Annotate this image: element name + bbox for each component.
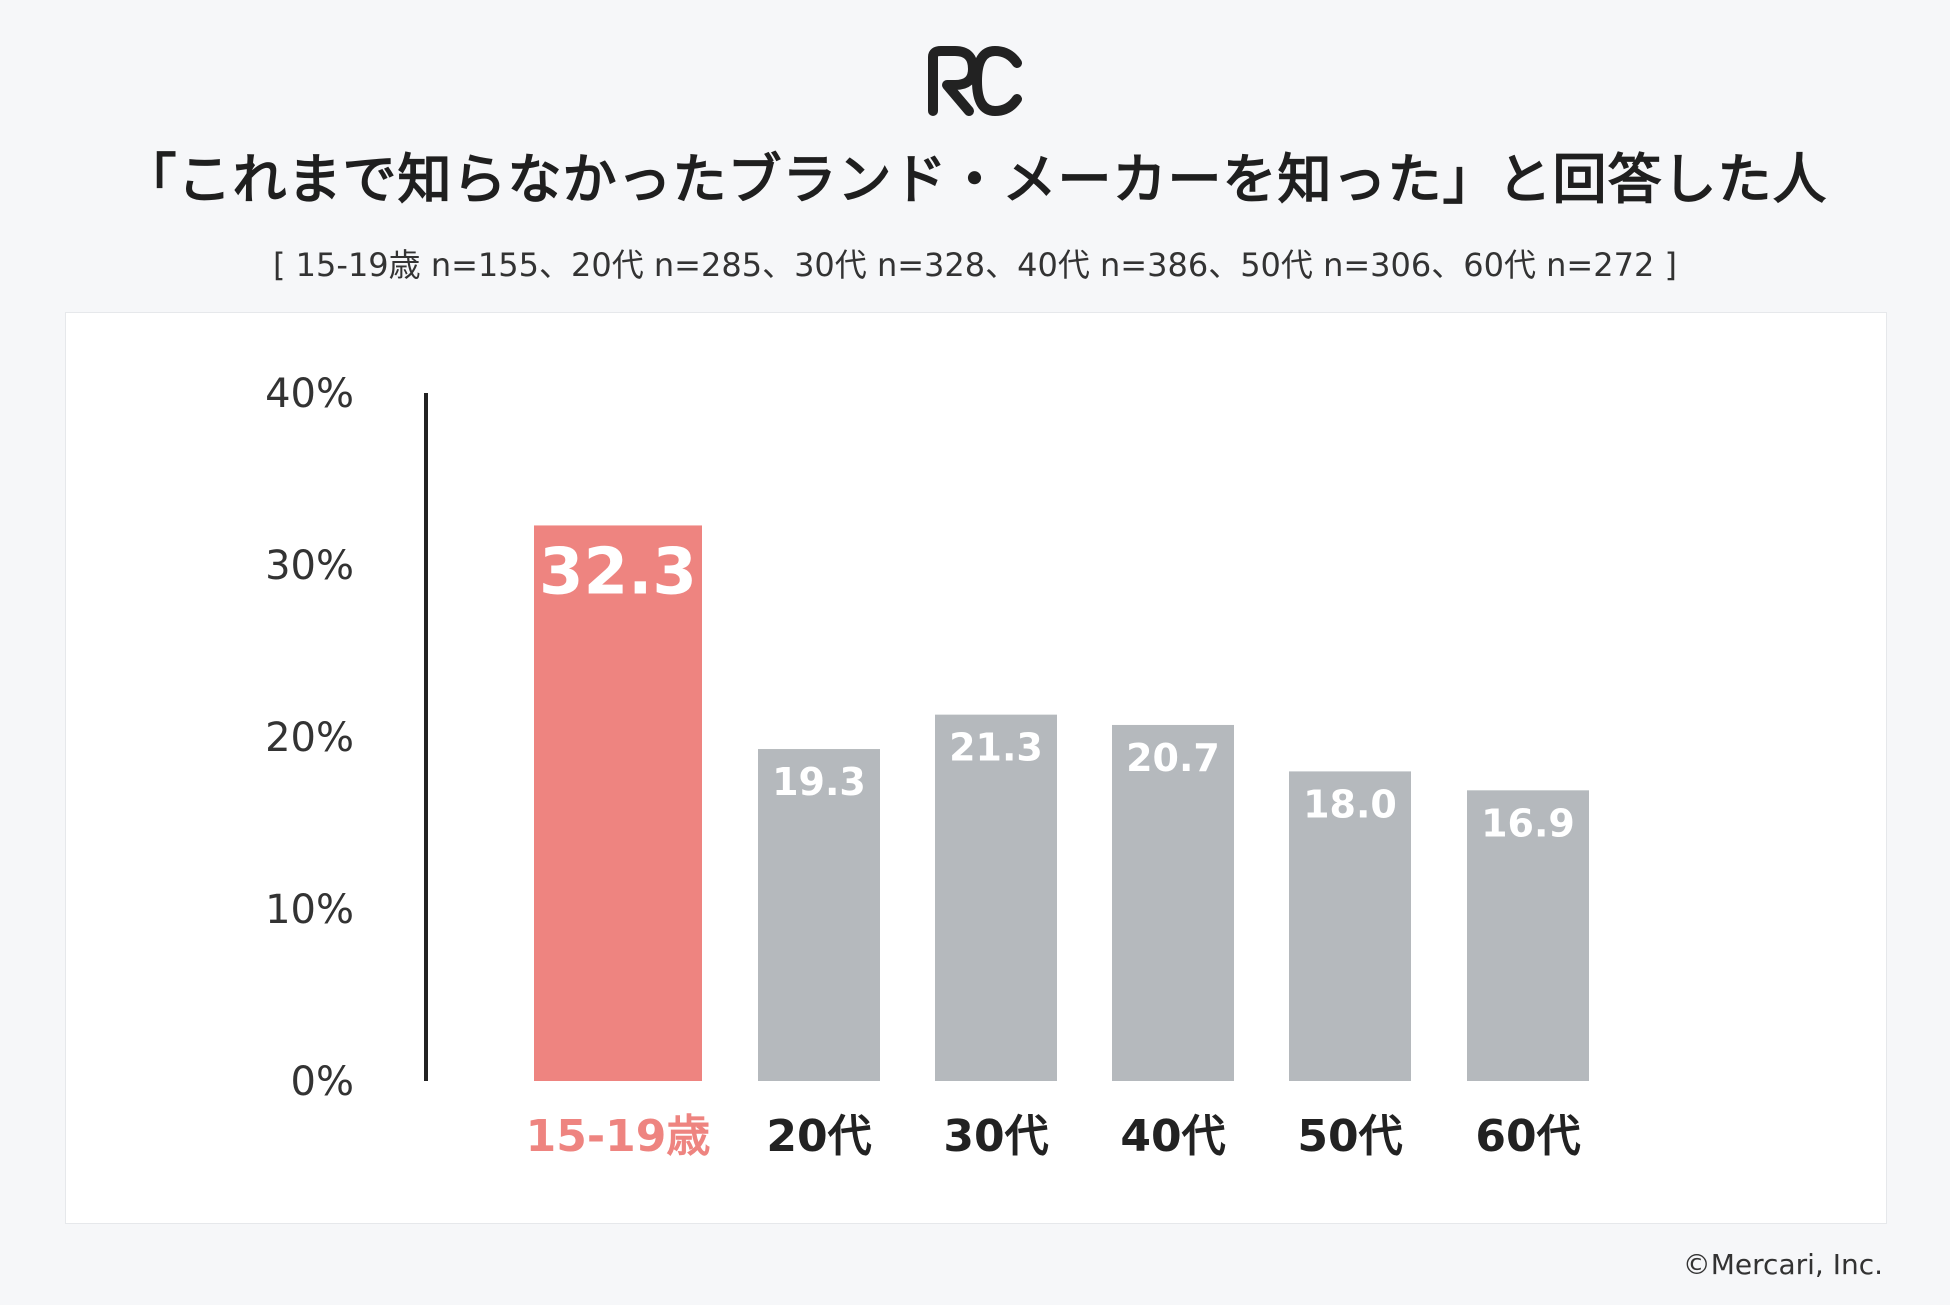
bar-value-label: 19.3 [772, 760, 866, 804]
bar [935, 714, 1057, 1081]
bar [1467, 790, 1589, 1081]
y-tick-label: 0% [291, 1059, 354, 1105]
bar-value-label: 21.3 [949, 726, 1043, 770]
x-category-label: 50代 [1297, 1111, 1402, 1162]
bar-value-label: 16.9 [1481, 801, 1575, 845]
bar [1289, 771, 1411, 1081]
y-tick-label: 20% [265, 715, 354, 761]
x-category-label: 40代 [1120, 1111, 1225, 1162]
bar [534, 525, 702, 1081]
bar-value-label: 32.3 [539, 535, 697, 609]
y-tick-label: 30% [265, 543, 354, 589]
copyright-text: ©Mercari, Inc. [1682, 1248, 1883, 1281]
x-category-label: 30代 [943, 1111, 1048, 1162]
bar-value-label: 20.7 [1126, 736, 1220, 780]
bar [758, 749, 880, 1081]
sample-size-note: [ 15-19歳 n=155、20代 n=285、30代 n=328、40代 n… [273, 246, 1677, 284]
x-category-label: 15-19歳 [526, 1111, 711, 1162]
bar-chart: 0% 10% 20% 30% 40% 32.3 15-19歳 19.3 20代 21.3 30代 20… [265, 371, 1589, 1162]
x-category-label: 60代 [1475, 1111, 1580, 1162]
y-tick-label: 10% [265, 887, 354, 933]
logo-icon [928, 45, 1022, 117]
x-category-label: 20代 [766, 1111, 871, 1162]
bar-value-label: 18.0 [1303, 782, 1397, 826]
y-tick-label: 40% [265, 371, 354, 417]
chart-panel: 0% 10% 20% 30% 40% 32.3 15-19歳 19.3 20代 21.3 30代 20… [65, 312, 1887, 1224]
chart-title: 「これまで知らなかったブランド・メーカーを知った」と回答した人 [122, 148, 1828, 211]
bar [1112, 724, 1234, 1081]
